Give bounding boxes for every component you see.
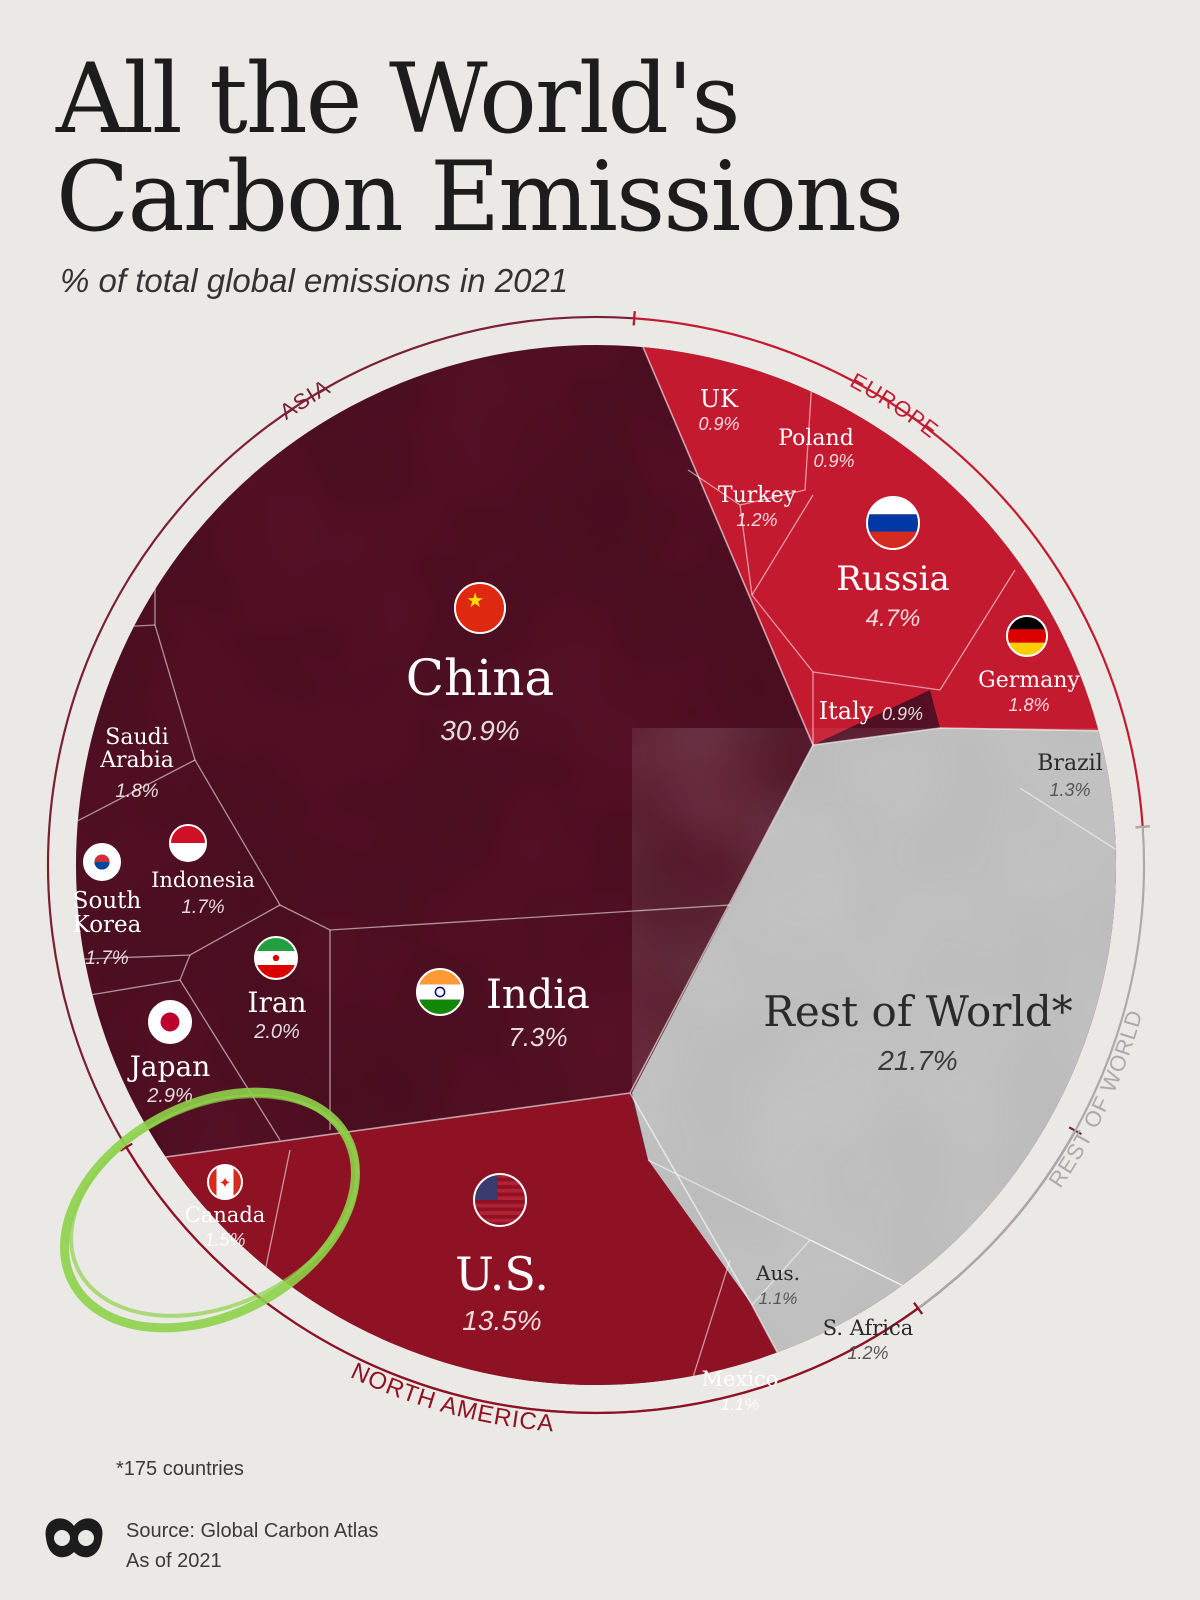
china-flag-icon: ★	[454, 582, 506, 634]
turkey-name-label: Turkey	[718, 483, 797, 508]
aus-name-label: Aus.	[755, 1261, 800, 1285]
india-name-label: India	[486, 972, 590, 1018]
germany-name-label: Germany	[978, 668, 1080, 693]
canada-value-label: 1.5%	[204, 1230, 245, 1250]
asia-ring-label: ASIA	[275, 374, 335, 424]
turkey-value-label: 1.2%	[736, 510, 777, 530]
russia-flag-icon	[866, 496, 920, 550]
italy-name-label: Italy	[819, 697, 874, 725]
south-korea-value-label: 1.7%	[85, 948, 128, 969]
canada-flag-icon: ✦	[207, 1164, 243, 1200]
poland-name-label: Poland	[778, 426, 854, 451]
japan-flag-icon	[148, 1000, 192, 1044]
italy-value-label: 0.9%	[882, 704, 923, 724]
mexico-name-label: Mexico	[702, 1367, 779, 1391]
poland-value-label: 0.9%	[813, 451, 854, 471]
japan-name-label: Japan	[127, 1050, 211, 1083]
iran-value-label: 2.0%	[253, 1021, 300, 1043]
as-of-note: As of 2021	[126, 1550, 222, 1572]
germany-flag-icon	[1006, 615, 1048, 657]
india-value-label: 7.3%	[508, 1022, 567, 1052]
saudi-arabia-name-label: Saudi	[105, 725, 168, 750]
saudi-arabia-name-label: Arabia	[99, 748, 174, 773]
europe-ring-arc	[634, 317, 1144, 827]
rest-of-world-name-label: Rest of World*	[763, 987, 1072, 1036]
us-flag-icon	[473, 1173, 527, 1227]
s-africa-value-label: 1.2%	[847, 1343, 888, 1363]
source-note: Source: Global Carbon Atlas	[126, 1520, 379, 1542]
rest-of-world-value-label: 21.7%	[877, 1045, 957, 1076]
china-name-label: China	[406, 649, 554, 707]
brazil-value-label: 1.3%	[1049, 780, 1090, 800]
saudi-arabia-value-label: 1.8%	[115, 781, 158, 802]
canada-name-label: Canada	[185, 1203, 266, 1227]
svg-text:✦: ✦	[219, 1174, 232, 1192]
russia-value-label: 4.7%	[866, 605, 921, 632]
germany-value-label: 1.8%	[1008, 695, 1049, 715]
chart-subtitle: % of total global emissions in 2021	[60, 262, 569, 299]
north-america-ring-arc	[125, 1146, 919, 1415]
iran-flag-icon	[254, 936, 298, 980]
u-s-value-label: 13.5%	[462, 1305, 541, 1336]
svg-text:★: ★	[466, 588, 484, 612]
indonesia-flag-icon	[169, 824, 207, 862]
uk-value-label: 0.9%	[698, 414, 739, 434]
chart-title: All the World's Carbon Emissions	[56, 43, 904, 253]
brazil-name-label: Brazil	[1037, 751, 1102, 776]
china-value-label: 30.9%	[440, 715, 519, 746]
indonesia-name-label: Indonesia	[151, 868, 255, 892]
s-africa-name-label: S. Africa	[823, 1316, 914, 1340]
south-korea-flag-icon	[83, 843, 121, 881]
india-flag-icon	[416, 968, 464, 1016]
u-s-name-label: U.S.	[455, 1247, 549, 1301]
aus-value-label: 1.1%	[759, 1289, 798, 1308]
indonesia-value-label: 1.7%	[181, 897, 224, 918]
footnote: *175 countries	[116, 1458, 244, 1480]
rest-of-world-ring-arc	[917, 826, 1146, 1310]
russia-name-label: Russia	[836, 559, 950, 599]
uk-name-label: UK	[700, 385, 739, 413]
iran-name-label: Iran	[247, 986, 306, 1019]
south-korea-name-label: South	[73, 888, 142, 914]
south-korea-name-label: Korea	[73, 912, 142, 938]
japan-value-label: 2.9%	[146, 1085, 193, 1107]
mexico-value-label: 1.1%	[721, 1395, 760, 1414]
publisher-logo-icon	[45, 1518, 103, 1558]
